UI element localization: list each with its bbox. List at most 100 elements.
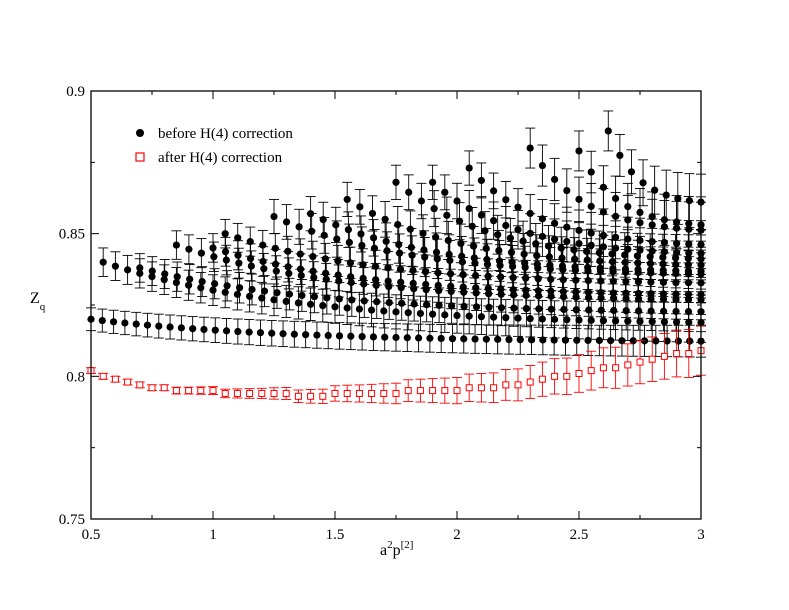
- point-before: [235, 284, 244, 292]
- legend-label-before: before H(4) correction: [158, 126, 293, 142]
- point-before: [392, 308, 400, 316]
- point-before: [109, 318, 118, 326]
- point-before: [309, 252, 317, 261]
- point-before: [570, 246, 578, 254]
- point-after: [307, 392, 315, 400]
- point-before: [662, 191, 670, 199]
- point-after: [660, 352, 668, 360]
- point-before: [155, 322, 163, 330]
- point-before: [200, 325, 208, 334]
- point-before: [285, 269, 293, 278]
- point-before: [477, 313, 485, 321]
- point-before: [660, 318, 669, 326]
- point-before: [445, 250, 453, 258]
- point-before: [673, 218, 681, 226]
- point-before: [398, 299, 406, 307]
- point-after: [368, 389, 376, 397]
- point-before: [599, 183, 608, 191]
- point-before: [534, 275, 542, 283]
- point-before: [270, 212, 278, 221]
- point-before: [612, 317, 620, 325]
- point-before: [324, 331, 332, 340]
- point-before: [639, 179, 647, 187]
- point-before: [406, 225, 414, 233]
- point-before: [408, 251, 416, 259]
- point-before: [369, 333, 378, 341]
- point-before: [441, 311, 449, 319]
- point-before: [618, 337, 626, 345]
- point-before: [551, 219, 559, 227]
- point-before: [143, 321, 152, 329]
- point-before: [189, 325, 197, 333]
- point-after: [538, 375, 546, 383]
- point-before: [420, 246, 428, 254]
- point-after: [514, 381, 522, 389]
- point-before: [209, 286, 217, 294]
- point-before: [460, 335, 468, 343]
- point-before: [627, 168, 636, 176]
- point-before: [584, 336, 592, 345]
- point-before: [587, 229, 595, 237]
- point-before: [455, 217, 464, 225]
- point-before: [497, 273, 505, 281]
- point-before: [469, 242, 478, 250]
- point-before: [384, 264, 392, 272]
- point-before: [544, 242, 553, 250]
- point-before: [385, 282, 393, 291]
- point-after: [404, 387, 412, 395]
- point-after: [221, 389, 229, 397]
- point-before: [310, 273, 318, 282]
- point-before: [417, 197, 426, 205]
- point-before: [465, 312, 473, 320]
- point-before: [396, 265, 405, 273]
- point-before: [221, 288, 229, 296]
- point-after: [624, 361, 632, 369]
- point-before: [563, 223, 571, 231]
- y-label-sub: q: [40, 301, 46, 313]
- point-before: [347, 278, 355, 287]
- point-after: [380, 389, 388, 397]
- point-after: [172, 387, 180, 395]
- point-before: [198, 277, 206, 286]
- point-before: [557, 244, 565, 252]
- point-before: [509, 274, 517, 282]
- point-before: [432, 233, 440, 241]
- point-before: [347, 332, 355, 340]
- point-before: [279, 330, 287, 338]
- x-tick-label: 2.5: [570, 527, 589, 543]
- point-before: [429, 178, 437, 186]
- point-before: [369, 234, 378, 242]
- point-before: [539, 336, 547, 344]
- point-before: [596, 257, 604, 265]
- point-before: [516, 336, 524, 344]
- point-before: [546, 261, 554, 269]
- point-before: [526, 209, 534, 218]
- point-before: [368, 306, 376, 314]
- point-after: [124, 378, 132, 386]
- point-before: [414, 334, 423, 342]
- point-before: [395, 240, 403, 249]
- point-before: [409, 266, 417, 275]
- point-before: [392, 178, 400, 186]
- point-before: [599, 208, 608, 216]
- point-before: [502, 314, 510, 322]
- point-before: [211, 326, 219, 334]
- point-after: [587, 367, 595, 375]
- point-before: [234, 251, 242, 259]
- point-before: [490, 187, 498, 195]
- x-axis-label: a2p[2]: [380, 539, 413, 559]
- point-before: [371, 262, 380, 270]
- point-before: [99, 258, 107, 266]
- point-before: [272, 267, 280, 275]
- y-tick-label: 0.8: [66, 369, 85, 385]
- point-before: [526, 229, 534, 237]
- point-before: [307, 210, 315, 218]
- point-before: [245, 328, 253, 336]
- point-before: [458, 252, 466, 260]
- point-before: [621, 251, 629, 259]
- point-before: [453, 197, 461, 205]
- point-before: [472, 271, 480, 280]
- point-after: [319, 392, 327, 400]
- point-before: [308, 227, 316, 235]
- point-before: [284, 263, 292, 271]
